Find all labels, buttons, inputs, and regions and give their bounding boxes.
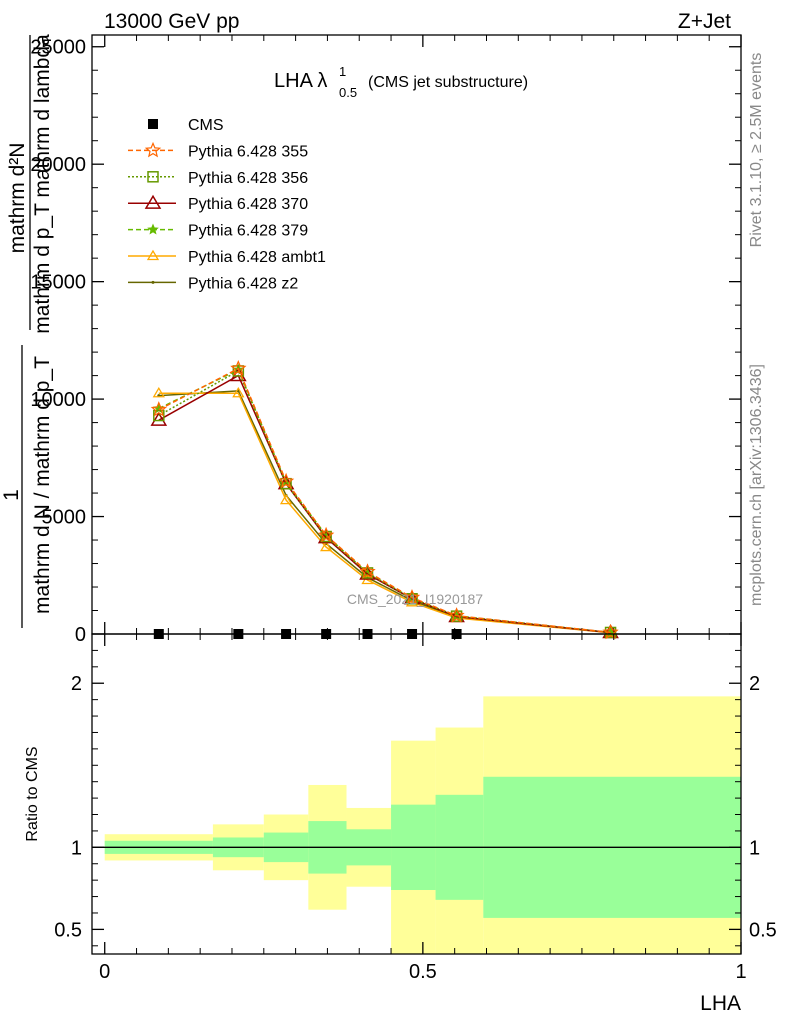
main-y-axis: 0 5000 10000 15000 20000 25000 xyxy=(30,35,742,646)
ratio-tick-label-right: 0.5 xyxy=(749,919,777,941)
data-point xyxy=(230,367,247,382)
x-tick-label: 0.5 xyxy=(409,961,437,983)
legend-marker xyxy=(147,223,159,235)
main-series xyxy=(150,360,619,640)
data-point xyxy=(317,526,335,543)
x-tick-label: 1 xyxy=(735,961,746,983)
main-panel: 0 5000 10000 15000 20000 25000 CMS_2021_I1920… xyxy=(0,34,742,646)
data-point xyxy=(320,540,333,552)
data-point xyxy=(320,530,332,543)
data-point xyxy=(150,411,168,426)
legend-marker xyxy=(146,249,160,261)
y-tick-label: 20000 xyxy=(30,154,86,176)
x-tick-label: 0 xyxy=(99,961,110,983)
header-process: Z+Jet xyxy=(678,10,731,33)
data-point xyxy=(152,386,165,398)
ratio-bands xyxy=(104,696,741,954)
title-main: LHA λ xyxy=(274,70,327,92)
analysis-watermark: CMS_2021_I1920187 xyxy=(347,591,483,607)
y-label-denominator: mathrm d p_T mathrm d lambda xyxy=(31,34,54,334)
data-point xyxy=(406,593,418,605)
y-tick-label: 25000 xyxy=(30,37,86,59)
data-point xyxy=(448,607,465,623)
legend-item: CMS xyxy=(148,117,224,134)
plot-title: LHA λ 1 0.5 (CMS jet substructure) xyxy=(274,64,528,100)
rivet-label: Rivet 3.1.10, ≥ 2.5M events xyxy=(748,53,765,248)
series-p355 xyxy=(150,360,619,640)
legend-item: Pythia 6.428 356 xyxy=(128,170,308,187)
ratio-tick-label-right: 2 xyxy=(749,673,760,695)
data-point xyxy=(277,472,295,489)
legend-label: Pythia 6.428 z2 xyxy=(188,275,298,292)
title-superscript: 1 xyxy=(339,64,346,79)
ratio-y-axis: 0.5 0.5 1 1 2 2 xyxy=(54,649,777,947)
y-label-prefix: 1 xyxy=(0,489,23,501)
data-point xyxy=(602,623,619,640)
header-energy: 13000 GeV pp xyxy=(104,10,239,33)
title-subscript: 0.5 xyxy=(339,85,357,100)
x-axis: 0 0.5 1 xyxy=(99,634,747,983)
legend-label: Pythia 6.428 370 xyxy=(188,196,308,213)
legend-marker xyxy=(144,194,162,209)
ratio-frame xyxy=(91,633,742,955)
legend-item: Pythia 6.428 355 xyxy=(128,141,308,160)
y-tick-label: 0 xyxy=(75,624,86,646)
data-point xyxy=(153,409,165,422)
y-tick-label: 15000 xyxy=(30,272,86,294)
ratio-tick-label-left: 1 xyxy=(71,837,82,859)
series-line xyxy=(158,392,611,634)
legend-marker xyxy=(144,141,162,158)
y-tick-label: 5000 xyxy=(42,507,87,529)
legend-label: Pythia 6.428 355 xyxy=(188,143,308,160)
legend-marker xyxy=(148,119,158,129)
data-point xyxy=(279,493,293,505)
title-note: (CMS jet substructure) xyxy=(368,74,528,91)
legend-marker xyxy=(151,280,155,284)
y-label-prefix-denominator: mathrm d N / mathrm d p_T xyxy=(31,356,54,614)
ratio-panel: 0.5 0.51 12 2 0 0.5 1 Ratio to CMS LHA xyxy=(24,633,777,1015)
y-tick-label: 10000 xyxy=(30,389,86,411)
series-p356 xyxy=(153,365,617,639)
legend-label: Pythia 6.428 ambt1 xyxy=(188,249,326,266)
legend-item: Pythia 6.428 z2 xyxy=(128,275,298,292)
ratio-tick-label-left: 2 xyxy=(71,673,82,695)
series-line xyxy=(158,390,611,634)
x-axis-label: LHA xyxy=(700,992,741,1015)
data-point xyxy=(280,477,292,490)
ratio-tick-label-left: 0.5 xyxy=(54,919,82,941)
data-point xyxy=(361,567,374,579)
legend-item: Pythia 6.428 ambt1 xyxy=(128,249,326,266)
legend-label: CMS xyxy=(188,117,224,134)
legend-item: Pythia 6.428 379 xyxy=(128,223,308,240)
data-point xyxy=(359,563,376,579)
legend-marker xyxy=(147,171,159,183)
series-line xyxy=(158,367,611,634)
legend-item: Pythia 6.428 370 xyxy=(128,194,308,213)
legend-label: Pythia 6.428 379 xyxy=(188,223,308,240)
y-label-numerator: mathrm d²N xyxy=(6,143,29,254)
legend-label: Pythia 6.428 356 xyxy=(188,170,308,187)
data-point xyxy=(604,626,617,639)
ratio-y-label: Ratio to CMS xyxy=(24,746,41,841)
data-point xyxy=(230,360,247,376)
legend: CMS Pythia 6.428 355 Pythia 6.428 356 Pythi… xyxy=(128,117,326,292)
data-point xyxy=(150,401,168,417)
main-y-label: mathrm d²N mathrm d p_T mathrm d lambda … xyxy=(0,34,54,628)
data-point xyxy=(232,386,245,398)
ratio-tick-label-right: 1 xyxy=(749,837,760,859)
data-point xyxy=(403,589,421,605)
data-point xyxy=(450,610,463,622)
mcplots-label: mcplots.cern.ch [arXiv:1306.3436] xyxy=(748,364,765,606)
